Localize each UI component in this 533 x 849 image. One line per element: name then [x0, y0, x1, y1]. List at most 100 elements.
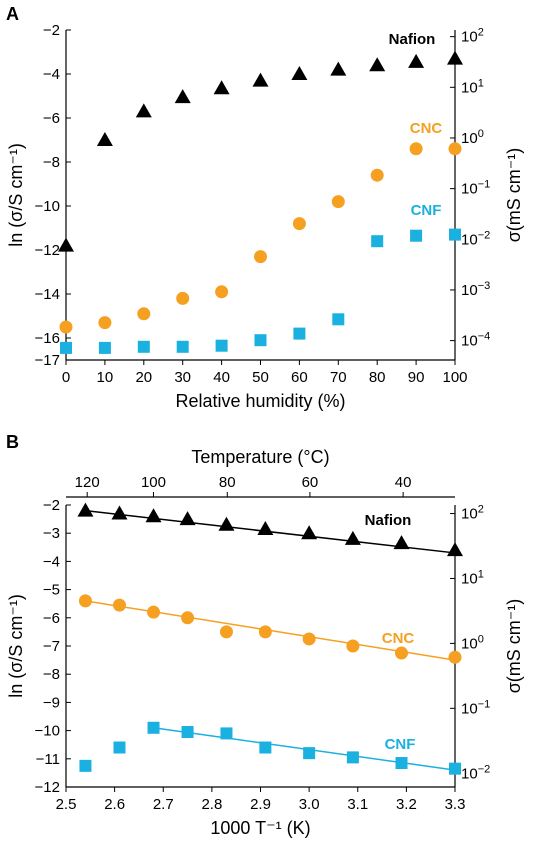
y-tick-label: −17: [35, 352, 60, 369]
y-tick-label: −2: [43, 22, 60, 39]
data-point-cnf: [293, 327, 306, 340]
chart-panel-a: −17−16−14−12−10−8−6−4−2 10210110010−110−2…: [6, 22, 524, 411]
series-nafion: [58, 50, 463, 252]
data-point-cnf: [449, 762, 461, 775]
y-right-tick-label: 10−2: [461, 763, 490, 782]
series-cnf: [79, 721, 461, 775]
y-tick-label: −3: [43, 525, 60, 542]
series-nafion: [77, 502, 463, 557]
data-point-cnc: [370, 168, 384, 182]
data-point-nafion: [344, 530, 361, 545]
data-point-nafion: [408, 53, 425, 68]
y-right-tick-label: 10−2: [461, 229, 490, 248]
y-tick-label: −9: [43, 694, 60, 711]
y-right-tick-label: 10−1: [461, 698, 490, 717]
tick-exponent: 0: [478, 633, 484, 645]
data-point-cnf: [176, 340, 189, 353]
data-point-cnf: [371, 235, 384, 248]
y-right-tick-label: 102: [461, 27, 484, 46]
x-tick-label: 100: [442, 369, 467, 386]
x-tick-label: 3.2: [396, 796, 417, 813]
y-tick-label: −6: [43, 110, 60, 127]
y-right-tick-label: 101: [461, 568, 484, 587]
data-point-nafion: [135, 103, 152, 118]
series-label-nafion: Nafion: [365, 512, 412, 529]
series-label-cnc: CNC: [382, 630, 415, 647]
tick-base: 10: [461, 231, 478, 248]
tick-exponent: −2: [478, 229, 491, 241]
data-point-cnc: [219, 625, 233, 639]
x-tick-label: 70: [330, 369, 347, 386]
x-tick-label: 90: [408, 369, 425, 386]
data-point-nafion: [218, 516, 235, 531]
data-point-cnf: [60, 341, 72, 354]
x-top-tick-label: 120: [75, 474, 100, 491]
x-tick-label: 0: [62, 369, 70, 386]
data-point-cnc: [112, 598, 126, 612]
y-tick-label: −11: [36, 751, 60, 768]
y-right-tick-label: 102: [461, 504, 484, 523]
panel-a-letter: A: [6, 4, 19, 24]
y-tick-label: −10: [35, 723, 60, 740]
y-tick-label: −8: [43, 666, 60, 683]
data-point-nafion: [145, 508, 162, 523]
data-point-nafion: [291, 66, 308, 80]
y-axis-title-right: σ(mS cm⁻¹): [504, 148, 524, 243]
data-point-cnf: [215, 339, 228, 352]
data-point-cnf: [254, 334, 267, 347]
y-right-tick-label: 10−3: [461, 280, 490, 299]
data-point-cnf: [395, 757, 408, 770]
x-tick-label: 80: [369, 369, 386, 386]
data-point-cnf: [332, 313, 345, 326]
y-right-tick-label: 10−1: [461, 179, 490, 198]
data-point-cnf: [113, 741, 126, 754]
y-tick-label: −4: [43, 553, 60, 570]
data-point-cnc: [254, 250, 267, 264]
series-cnc: [78, 594, 462, 664]
data-point-nafion: [179, 511, 196, 526]
data-point-nafion: [257, 520, 274, 535]
data-point-cnc: [98, 316, 112, 330]
tick-exponent: −1: [478, 698, 491, 710]
tick-base: 10: [461, 79, 478, 96]
data-point-nafion: [174, 89, 191, 104]
x-tick-label: 3.0: [299, 796, 320, 813]
x-tick-label: 50: [252, 369, 269, 386]
tick-exponent: 0: [478, 128, 484, 140]
data-point-nafion: [447, 542, 463, 557]
tick-exponent: −3: [478, 280, 491, 292]
data-point-cnc: [258, 625, 272, 639]
series-cnf: [60, 228, 461, 354]
tick-base: 10: [461, 29, 478, 46]
y-tick-label: −14: [35, 286, 60, 303]
data-point-cnc: [215, 285, 229, 299]
data-point-cnc: [331, 195, 345, 209]
tick-base: 10: [461, 506, 478, 523]
x-tick-label: 30: [174, 369, 191, 386]
tick-base: 10: [461, 130, 478, 147]
y-axis-title-left: ln (σ/S cm⁻¹): [6, 143, 26, 247]
y-tick-label: −6: [43, 610, 60, 627]
data-point-cnc: [176, 291, 190, 305]
y-tick-label: −4: [43, 66, 60, 83]
x-axis-title: Relative humidity (%): [175, 391, 345, 411]
y-tick-label: −7: [43, 638, 60, 655]
x-top-tick-label: 60: [302, 474, 319, 491]
data-point-cnc: [78, 594, 92, 608]
tick-base: 10: [461, 333, 478, 350]
x-axis-top-title: Temperature (°C): [191, 447, 329, 467]
x-tick-label: 20: [135, 369, 152, 386]
data-point-cnf: [147, 721, 160, 734]
data-point-cnf: [303, 747, 316, 760]
tick-exponent: 1: [478, 568, 484, 580]
data-point-cnf: [98, 341, 111, 354]
data-point-cnf: [181, 726, 194, 739]
x-top-tick-label: 100: [141, 474, 166, 491]
data-point-cnc: [409, 142, 423, 156]
panel-b-letter: B: [6, 432, 19, 452]
y-axis-title-left: ln (σ/S cm⁻¹): [6, 594, 26, 698]
y-tick-label: −12: [35, 242, 60, 259]
x-axis-title: 1000 T⁻¹ (K): [210, 818, 310, 838]
x-tick-label: 2.6: [104, 796, 125, 813]
